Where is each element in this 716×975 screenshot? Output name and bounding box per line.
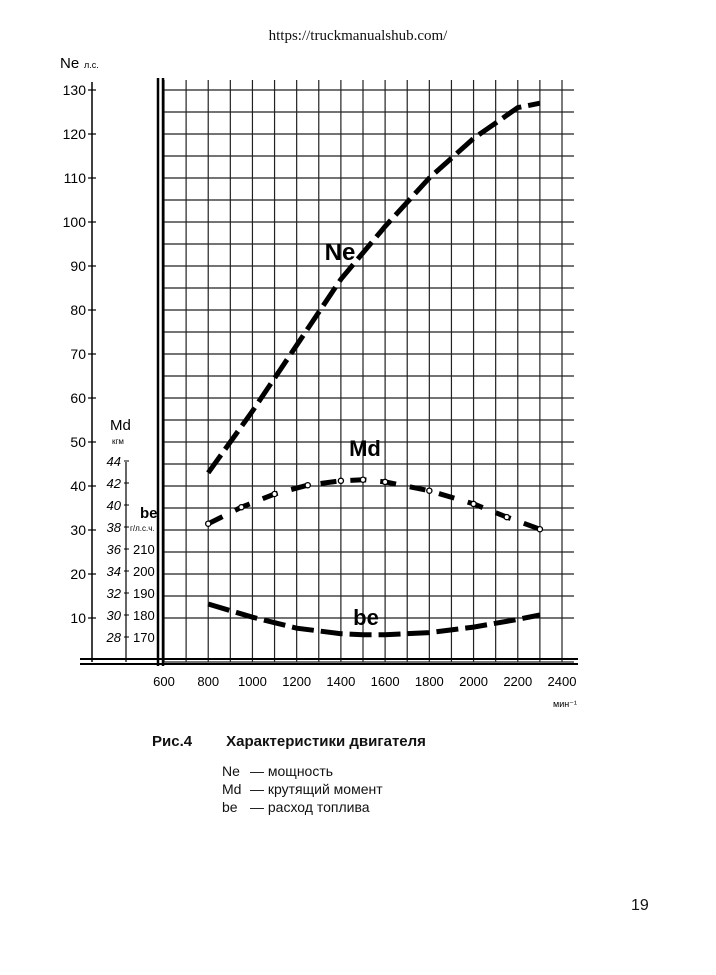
- figure-title: Характеристики двигателя: [226, 733, 426, 750]
- ne-tick-label: 70: [70, 346, 86, 362]
- md-tick-label: 38: [107, 520, 122, 535]
- ne-tick-label: 60: [70, 390, 86, 406]
- source-url[interactable]: https://truckmanualshub.com/: [268, 28, 448, 44]
- x-tick-label: 1400: [326, 674, 355, 689]
- legend-text: — мощность: [250, 763, 334, 779]
- x-tick-label: 1600: [371, 674, 400, 689]
- engine-characteristics-chart: 10 20 30 40 50 60 70 80 90 100 110 120 130 Ne л.с. 28 30…: [60, 55, 578, 709]
- be-axis-label: be: [140, 505, 158, 522]
- md-tick-label: 34: [107, 564, 121, 579]
- series-line-be: [207, 601, 541, 638]
- series-point-Md: [238, 503, 245, 511]
- md-tick-label: 30: [107, 608, 122, 623]
- x-tick-label: 600: [153, 674, 175, 689]
- series-point-Md: [271, 490, 278, 498]
- ne-axis-unit: л.с.: [84, 60, 99, 70]
- md-tick-label: 40: [107, 498, 122, 513]
- ne-tick-label: 80: [70, 302, 86, 318]
- series-point-Md: [304, 481, 311, 489]
- series-point-Md: [381, 478, 389, 486]
- series-point-Md: [503, 513, 510, 521]
- figure-number: Рис.4: [152, 733, 193, 750]
- be-tick-label: 170: [133, 630, 155, 645]
- chart-series: [204, 100, 544, 638]
- series-point-Md: [359, 476, 367, 483]
- x-tick-label: 2000: [459, 674, 488, 689]
- md-tick-label: 32: [107, 586, 122, 601]
- series-point-Md: [337, 477, 345, 485]
- be-tick-label: 190: [133, 586, 155, 601]
- ne-tick-label: 100: [63, 214, 87, 230]
- x-tick-label: 2200: [503, 674, 532, 689]
- series-point-Md: [204, 520, 212, 527]
- x-tick-label: 800: [197, 674, 219, 689]
- legend-symbol: be: [222, 799, 238, 815]
- series-label-Md: Md: [349, 436, 381, 461]
- md-tick-label: 36: [107, 542, 122, 557]
- ne-tick-label: 90: [70, 258, 86, 274]
- md-tick-label: 28: [106, 630, 122, 645]
- md-tick-label: 44: [107, 454, 121, 469]
- chart-labels: 10 20 30 40 50 60 70 80 90 100 110 120 130 Ne л.с. 28 30…: [60, 55, 577, 709]
- series-point-Md: [536, 525, 544, 533]
- chart-grid: [163, 80, 574, 663]
- ne-tick-label: 40: [70, 478, 86, 494]
- legend: Ne — мощность Md — крутящий момент be — рас…: [222, 762, 383, 816]
- md-axis-unit: кгм: [112, 437, 124, 446]
- ne-axis-label: Ne: [60, 55, 79, 72]
- ne-tick-label: 110: [64, 170, 87, 186]
- series-label-Ne: Ne: [325, 239, 356, 266]
- x-tick-label: 1800: [415, 674, 444, 689]
- be-tick-label: 180: [133, 608, 155, 623]
- series-point-Md: [470, 500, 477, 508]
- ne-tick-label: 50: [70, 434, 86, 450]
- md-tick-label: 42: [107, 476, 122, 491]
- figure-caption: Рис.4 Характеристики двигателя: [152, 733, 426, 750]
- series-point-Md: [426, 487, 433, 494]
- legend-text: — крутящий момент: [250, 781, 383, 797]
- be-tick-label: 210: [133, 542, 155, 557]
- legend-symbol: Ne: [222, 763, 240, 779]
- x-axis-unit: мин⁻¹: [553, 699, 577, 709]
- legend-text: — расход топлива: [250, 799, 370, 815]
- ne-tick-label: 20: [70, 566, 86, 582]
- ne-tick-label: 130: [63, 82, 87, 98]
- be-axis-unit: г/л.с.ч.: [130, 524, 155, 533]
- x-tick-label: 1200: [282, 674, 311, 689]
- x-tick-label: 2400: [548, 674, 577, 689]
- be-tick-label: 200: [133, 564, 155, 579]
- ne-tick-label: 120: [63, 126, 87, 142]
- md-axis-label: Md: [110, 417, 131, 434]
- legend-symbol: Md: [222, 781, 242, 797]
- legend-item: be — расход топлива: [222, 798, 383, 816]
- chart-axes: [80, 78, 578, 666]
- series-line-Md: [207, 477, 541, 532]
- legend-item: Md — крутящий момент: [222, 780, 383, 798]
- ne-tick-label: 10: [70, 610, 86, 626]
- x-tick-label: 1000: [238, 674, 267, 689]
- legend-item: Ne — мощность: [222, 762, 383, 780]
- ne-tick-label: 30: [70, 522, 86, 538]
- series-label-be: be: [353, 605, 379, 630]
- page-number: 19: [631, 897, 649, 914]
